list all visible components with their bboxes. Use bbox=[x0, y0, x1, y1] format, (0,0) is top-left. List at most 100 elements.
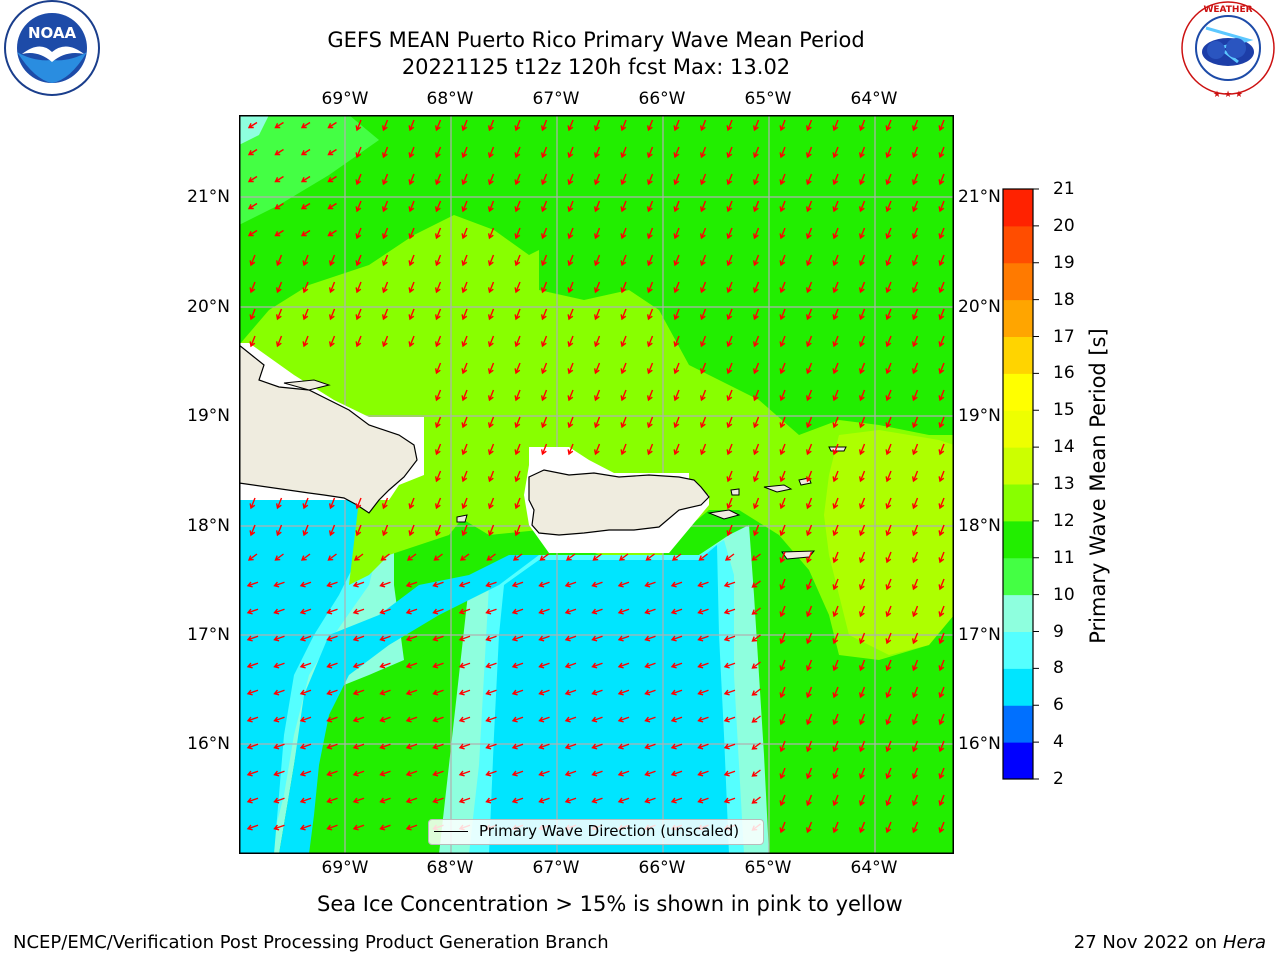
period-6-8-region-mid bbox=[279, 555, 539, 854]
wave-arrow bbox=[673, 281, 680, 294]
wave-arrow bbox=[246, 635, 259, 642]
wave-arrow bbox=[938, 605, 945, 618]
wave-arrow bbox=[620, 173, 627, 186]
wave-arrow bbox=[699, 173, 707, 186]
wave-arrow bbox=[274, 229, 284, 237]
wave-arrow bbox=[326, 797, 338, 804]
wave-arrow bbox=[726, 254, 733, 267]
wave-arrow bbox=[673, 227, 680, 240]
wave-arrow bbox=[670, 662, 683, 669]
wave-arrow bbox=[723, 716, 736, 723]
wave-arrow bbox=[858, 605, 866, 618]
wave-arrow bbox=[885, 173, 892, 186]
wave-arrow bbox=[726, 308, 733, 321]
wave-arrow bbox=[408, 146, 415, 159]
wave-arrow bbox=[911, 659, 919, 672]
wave-arrow bbox=[673, 173, 680, 186]
wave-arrow bbox=[938, 632, 945, 645]
wave-arrow bbox=[540, 335, 548, 348]
wave-arrow bbox=[352, 716, 365, 723]
wave-arrow bbox=[567, 362, 574, 375]
st-thomas-island bbox=[763, 484, 793, 493]
colorbar-label: Primary Wave Mean Period [s] bbox=[1086, 328, 1110, 644]
wave-arrow bbox=[911, 173, 919, 186]
wave-arrow bbox=[540, 227, 548, 240]
wave-arrow bbox=[355, 227, 362, 240]
wave-arrow bbox=[381, 281, 389, 294]
period-6-8-region-west bbox=[239, 500, 364, 854]
wave-arrow bbox=[832, 254, 839, 267]
period-12-13-patch bbox=[349, 490, 469, 585]
wave-arrow bbox=[646, 227, 654, 240]
wave-arrow bbox=[618, 553, 629, 561]
wave-arrow bbox=[273, 689, 285, 696]
wave-arrow bbox=[911, 308, 919, 321]
wave-arrow bbox=[379, 743, 391, 750]
wave-arrow bbox=[832, 335, 839, 348]
wave-arrow bbox=[779, 173, 786, 186]
wave-arrow bbox=[593, 119, 601, 132]
wave-arrow bbox=[591, 689, 603, 696]
wave-arrow bbox=[832, 227, 839, 240]
wave-arrow bbox=[352, 581, 365, 588]
wave-arrow bbox=[459, 553, 470, 561]
wave-arrow bbox=[858, 821, 866, 834]
wave-arrow bbox=[275, 281, 283, 294]
wave-arrow bbox=[434, 524, 442, 537]
wave-arrow bbox=[858, 389, 866, 402]
wave-arrow bbox=[565, 553, 576, 561]
wave-arrow bbox=[858, 740, 866, 753]
wave-arrow bbox=[540, 200, 548, 213]
wave-arrow bbox=[911, 335, 919, 348]
colorbar-tick-label: 15 bbox=[1053, 400, 1075, 421]
wave-arrow bbox=[620, 281, 627, 294]
wave-arrow bbox=[699, 254, 707, 267]
colorbar-bin bbox=[1003, 262, 1033, 301]
wave-arrow bbox=[355, 281, 362, 294]
wave-arrow bbox=[487, 470, 495, 483]
wave-arrow bbox=[567, 281, 574, 294]
wave-arrow bbox=[538, 581, 550, 588]
wave-arrow bbox=[858, 659, 866, 672]
wave-arrow bbox=[617, 608, 630, 615]
wave-arrow bbox=[617, 662, 630, 669]
wave-arrow bbox=[885, 659, 892, 672]
wave-arrow bbox=[752, 362, 760, 375]
wave-arrow bbox=[514, 416, 521, 429]
colorbar-bin bbox=[1003, 373, 1033, 411]
wave-arrow bbox=[858, 443, 866, 456]
wave-arrow bbox=[355, 335, 362, 348]
wave-direction-arrows bbox=[246, 119, 945, 834]
wave-arrow bbox=[779, 119, 786, 132]
wave-arrow bbox=[911, 443, 919, 456]
wave-arrow bbox=[779, 659, 786, 672]
wave-arrow bbox=[355, 119, 362, 132]
wave-arrow bbox=[938, 767, 945, 780]
wave-arrow bbox=[540, 389, 548, 402]
wave-arrow bbox=[485, 689, 497, 696]
wave-arrow bbox=[299, 662, 312, 669]
wave-arrow bbox=[911, 362, 919, 375]
wave-arrow bbox=[434, 389, 442, 402]
wave-arrow bbox=[911, 254, 919, 267]
wave-arrow bbox=[752, 389, 760, 402]
wave-arrow bbox=[779, 227, 786, 240]
wave-arrow bbox=[408, 173, 415, 186]
wave-arrow bbox=[511, 608, 524, 615]
wave-arrow bbox=[461, 389, 468, 402]
wave-arrow bbox=[723, 662, 736, 669]
wave-arrow bbox=[352, 662, 365, 669]
wave-arrow bbox=[644, 716, 656, 723]
wave-arrow bbox=[617, 743, 630, 750]
wave-arrow bbox=[379, 608, 391, 615]
wave-arrow bbox=[511, 662, 524, 669]
wave-arrow bbox=[620, 443, 627, 456]
wave-arrow bbox=[779, 497, 786, 510]
wave-arrow bbox=[911, 578, 919, 591]
wave-arrow bbox=[514, 254, 521, 267]
wave-arrow bbox=[832, 632, 839, 645]
wave-arrow bbox=[275, 254, 283, 267]
wave-arrow bbox=[858, 470, 866, 483]
wave-arrow bbox=[352, 743, 365, 750]
lat-label-left: 17°N bbox=[187, 625, 230, 645]
